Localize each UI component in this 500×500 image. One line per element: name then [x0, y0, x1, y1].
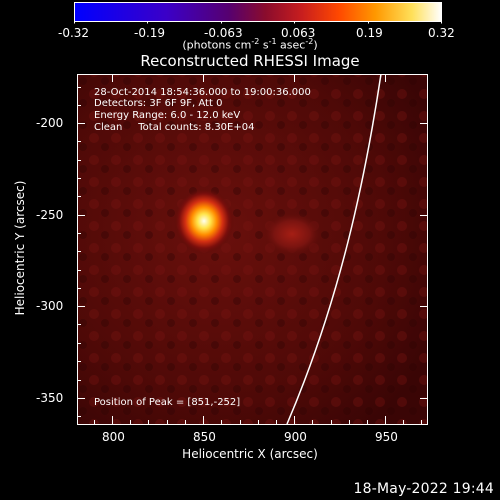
x-tick-label: 900	[284, 430, 307, 444]
plot-frame	[77, 74, 428, 425]
colorbar-ticks	[74, 21, 442, 24]
image-texture	[77, 74, 427, 424]
annotation-energy-range: Energy Range: 6.0 - 12.0 keV	[94, 110, 241, 121]
x-tick-label: 800	[102, 430, 125, 444]
peak-source	[174, 188, 234, 254]
plot-title: Reconstructed RHESSI Image	[140, 52, 360, 70]
secondary-source	[262, 212, 322, 256]
colorbar-tick-label: 0.19	[356, 26, 383, 40]
image-layer	[77, 74, 427, 424]
y-tick-label: -350	[36, 391, 64, 405]
x-axis-ticks	[94, 74, 422, 424]
annotation-peak-position: Position of Peak = [851,-252]	[94, 397, 241, 408]
x-tick-label: 850	[193, 430, 216, 444]
colorbar-tick-label: 0.32	[428, 26, 455, 40]
colorbar-tick-label: -0.32	[58, 26, 90, 40]
y-axis-title: Heliocentric Y (arcsec)	[13, 180, 27, 316]
solar-limb	[286, 74, 382, 424]
y-axis-ticks	[77, 87, 428, 417]
annotation-total-counts: Clean Total counts: 8.30E+04	[94, 122, 255, 133]
colorbar-gradient	[74, 2, 442, 22]
colorbar	[74, 2, 442, 24]
x-tick-label: 950	[375, 430, 398, 444]
colorbar-tick-label: -0.19	[134, 26, 166, 40]
colorbar-tick-label: 0.063	[281, 26, 316, 40]
x-axis-title: Heliocentric X (arcsec)	[182, 447, 318, 461]
colorbar-units-label: (photons cm-2 s-1 asec-2)	[182, 37, 318, 52]
y-tick-label: -300	[36, 299, 64, 313]
footer-timestamp: 18-May-2022 19:44	[353, 481, 494, 497]
annotation-time-range: 28-Oct-2014 18:54:36.000 to 19:00:36.000	[94, 87, 311, 98]
colorbar-tick-label: -0.063	[204, 26, 243, 40]
y-tick-label: -200	[36, 116, 64, 130]
annotation-detectors: Detectors: 3F 6F 9F, Att 0	[94, 98, 223, 109]
y-tick-label: -250	[36, 208, 64, 222]
